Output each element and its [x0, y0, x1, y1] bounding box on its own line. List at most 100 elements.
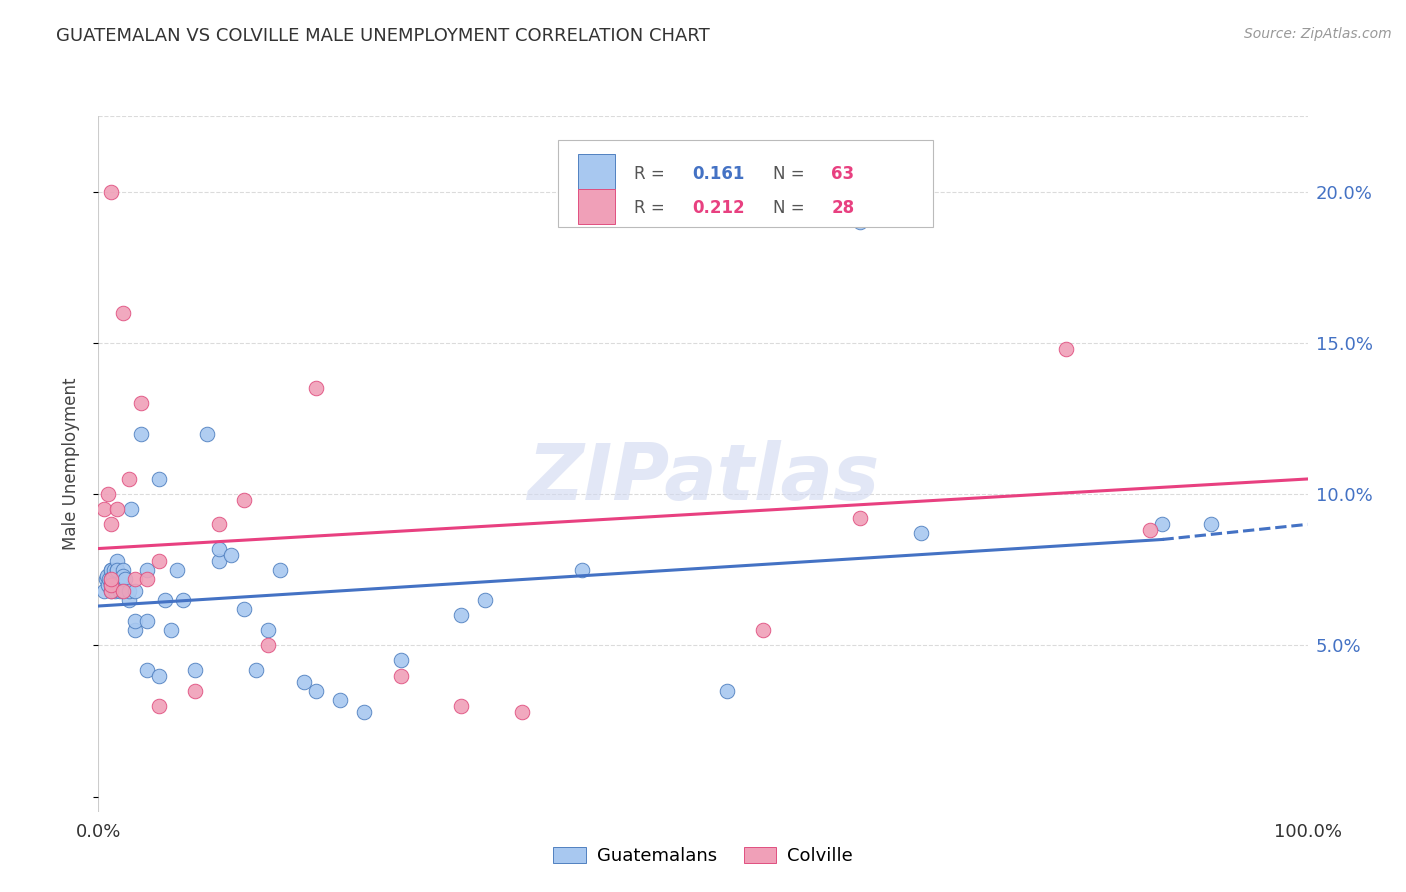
Point — [135, 614, 157, 628]
Point — [118, 472, 141, 486]
Point — [107, 578, 129, 592]
Point — [208, 517, 231, 532]
Point — [256, 624, 278, 638]
Point — [305, 683, 328, 698]
Point — [101, 568, 124, 582]
Point — [474, 593, 496, 607]
Point — [160, 624, 183, 638]
Point — [1152, 517, 1174, 532]
Point — [96, 568, 118, 582]
Point — [148, 668, 170, 682]
Point — [510, 705, 533, 719]
Point — [93, 502, 115, 516]
Point — [105, 563, 128, 577]
Point — [124, 624, 146, 638]
Point — [111, 583, 134, 598]
Point — [135, 563, 157, 577]
Point — [450, 698, 472, 713]
Point — [111, 305, 134, 319]
Point — [100, 583, 122, 598]
Point — [97, 578, 120, 592]
Text: R =: R = — [634, 200, 671, 218]
Point — [571, 563, 593, 577]
Text: 63: 63 — [831, 165, 855, 183]
Point — [104, 583, 127, 598]
Point — [256, 638, 278, 652]
Point — [108, 578, 131, 592]
Point — [389, 668, 412, 682]
Point — [292, 674, 315, 689]
Point — [232, 493, 254, 508]
Point — [100, 572, 122, 586]
Point — [97, 487, 120, 501]
Point — [118, 593, 141, 607]
Point — [105, 554, 128, 568]
Point — [93, 583, 115, 598]
Point — [105, 563, 128, 577]
Point — [329, 693, 352, 707]
Text: GUATEMALAN VS COLVILLE MALE UNEMPLOYMENT CORRELATION CHART: GUATEMALAN VS COLVILLE MALE UNEMPLOYMENT… — [56, 27, 710, 45]
Point — [153, 593, 176, 607]
Point — [389, 653, 412, 667]
Text: 0.212: 0.212 — [692, 200, 745, 218]
Point — [100, 578, 122, 592]
Point — [172, 593, 194, 607]
Point — [148, 698, 170, 713]
Point — [208, 554, 231, 568]
Point — [752, 624, 775, 638]
FancyBboxPatch shape — [578, 189, 614, 224]
Text: N =: N = — [773, 165, 810, 183]
Point — [232, 602, 254, 616]
Text: ZIPatlas: ZIPatlas — [527, 440, 879, 516]
Text: N =: N = — [773, 200, 810, 218]
Point — [111, 578, 134, 592]
Point — [100, 583, 122, 598]
Point — [100, 578, 122, 592]
Point — [135, 663, 157, 677]
Text: 0.161: 0.161 — [692, 165, 745, 183]
Point — [450, 608, 472, 623]
Point — [94, 572, 117, 586]
Point — [98, 572, 121, 586]
Point — [269, 563, 291, 577]
Point — [148, 554, 170, 568]
Point — [184, 663, 207, 677]
Point — [849, 215, 872, 229]
Point — [100, 563, 122, 577]
Point — [103, 563, 125, 577]
Point — [100, 563, 122, 577]
Point — [111, 568, 134, 582]
Point — [135, 572, 157, 586]
Point — [184, 683, 207, 698]
Point — [129, 396, 152, 410]
FancyBboxPatch shape — [558, 140, 932, 227]
Point — [118, 583, 141, 598]
Point — [208, 541, 231, 556]
Text: R =: R = — [634, 165, 671, 183]
Point — [111, 563, 134, 577]
Point — [910, 526, 932, 541]
Point — [166, 563, 188, 577]
Y-axis label: Male Unemployment: Male Unemployment — [62, 377, 80, 550]
Point — [221, 548, 243, 562]
Point — [108, 583, 131, 598]
Point — [195, 426, 218, 441]
Text: Source: ZipAtlas.com: Source: ZipAtlas.com — [1244, 27, 1392, 41]
Point — [245, 663, 267, 677]
Point — [129, 426, 152, 441]
Point — [124, 614, 146, 628]
Text: 28: 28 — [831, 200, 855, 218]
Point — [100, 572, 122, 586]
Point — [305, 381, 328, 395]
Point — [716, 683, 738, 698]
Point — [111, 572, 134, 586]
Point — [1139, 524, 1161, 538]
Point — [849, 511, 872, 525]
Point — [105, 502, 128, 516]
Point — [100, 517, 122, 532]
Point — [1054, 342, 1077, 356]
Point — [148, 472, 170, 486]
Point — [353, 705, 375, 719]
Point — [124, 572, 146, 586]
Point — [100, 185, 122, 199]
